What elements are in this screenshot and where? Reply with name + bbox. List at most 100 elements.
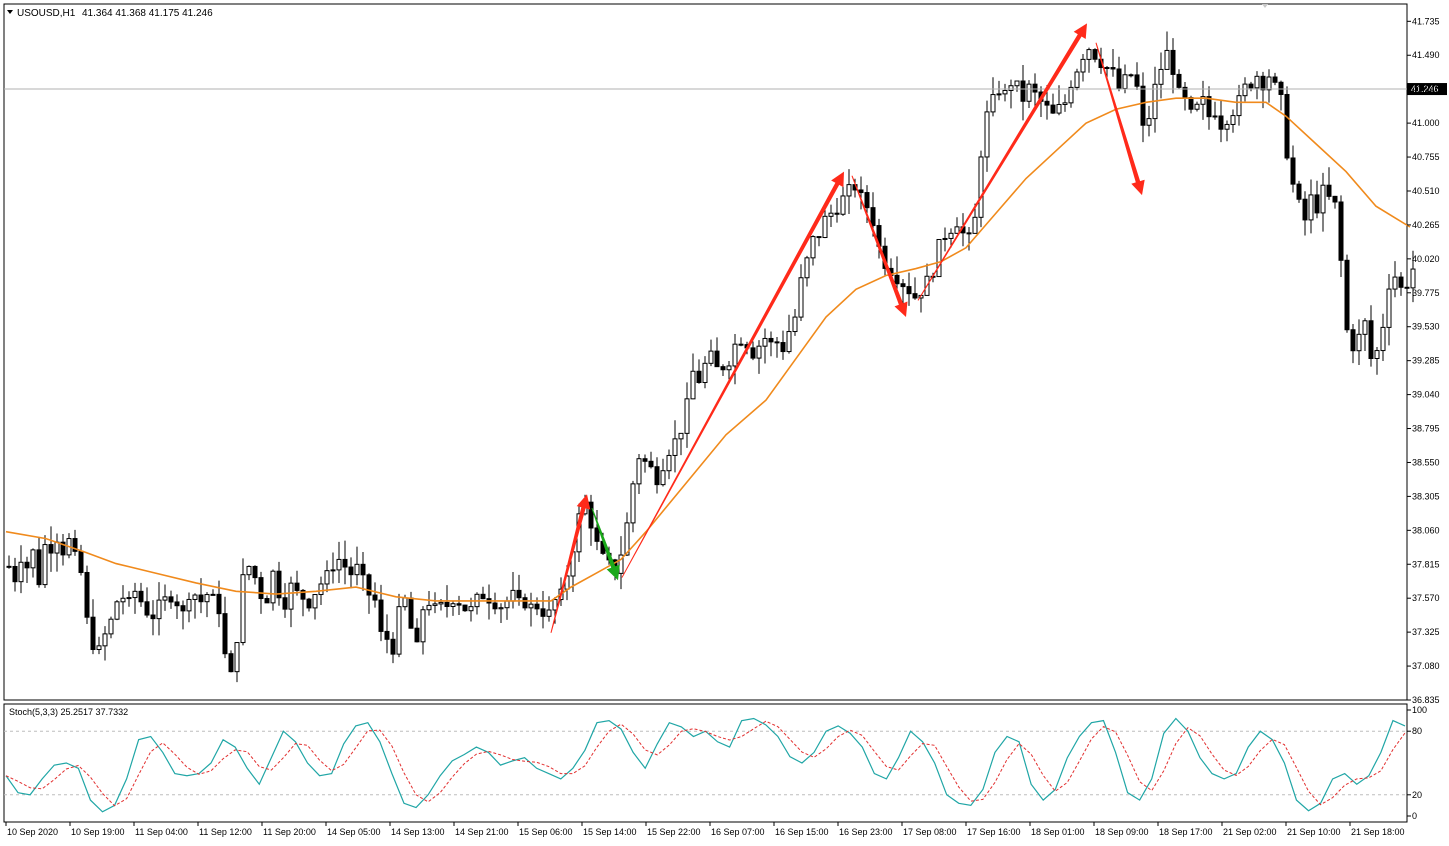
candle-body [1146, 118, 1152, 126]
candle-body [30, 549, 36, 569]
current-price-badge [1407, 83, 1447, 96]
dropdown-triangle-icon[interactable] [7, 10, 13, 14]
candle-body [858, 189, 864, 194]
candle-body [1290, 157, 1296, 185]
candle-body [1242, 83, 1248, 97]
candle-body [1026, 83, 1032, 102]
candle-body [762, 337, 768, 347]
price-tick-label: 41.490 [1412, 50, 1440, 60]
candle-body [1266, 76, 1272, 91]
candle-body [1068, 86, 1074, 104]
price-tick-label: 38.550 [1412, 457, 1440, 467]
candle-body [1302, 198, 1308, 221]
candle-body [210, 593, 216, 596]
candle-body [1368, 320, 1374, 359]
current-price-label: 41.246 [1411, 84, 1439, 94]
candle-body [1050, 104, 1056, 114]
candle-body [468, 606, 474, 612]
candle-body [1032, 83, 1038, 93]
time-tick-label: 14 Sep 05:00 [327, 827, 381, 837]
candle-body [636, 458, 642, 485]
candle-body [1284, 93, 1290, 159]
candle-body [114, 601, 120, 620]
candle-body [1062, 102, 1068, 105]
price-tick-label: 40.755 [1412, 152, 1440, 162]
stochastic-signal-line [5, 720, 1406, 807]
candle-body [330, 569, 336, 572]
candle-body [384, 630, 390, 640]
candle-body [432, 603, 438, 606]
candle-body [252, 565, 258, 579]
candle-body [348, 566, 354, 576]
candle-body [186, 598, 192, 612]
candle-body [690, 370, 696, 400]
stochastic-series [4, 717, 1407, 813]
candle-body [1224, 123, 1230, 130]
stochastic-tick-label: 80 [1412, 726, 1422, 736]
candle-body [978, 156, 984, 218]
candle-body [828, 212, 834, 217]
price-tick-label: 37.080 [1412, 661, 1440, 671]
candle-body [702, 362, 708, 384]
candle-body [522, 597, 528, 609]
candle-body [540, 608, 546, 617]
candle-body [1086, 49, 1092, 60]
candle-body [1320, 184, 1326, 214]
candle-body [966, 232, 972, 235]
candle-body [1326, 184, 1332, 197]
candle-body [120, 597, 126, 603]
candle-body [480, 593, 486, 600]
candle-body [1248, 83, 1254, 89]
candle-body [684, 398, 690, 434]
stochastic-tick-label: 20 [1412, 790, 1422, 800]
candle-body [282, 597, 288, 610]
shift-marker-icon[interactable] [1262, 4, 1268, 8]
candle-body [1314, 194, 1320, 214]
red-trend-arrow [550, 494, 591, 633]
candle-body [864, 192, 870, 209]
candle-body [936, 238, 942, 278]
candle-body [1122, 74, 1128, 89]
candle-body [846, 184, 852, 197]
candle-body [810, 236, 816, 259]
candle-body [738, 343, 744, 346]
candle-body [822, 215, 828, 239]
candle-body [672, 438, 678, 456]
candle-body [1338, 201, 1344, 261]
time-tick-label: 16 Sep 23:00 [839, 827, 893, 837]
candle-body [138, 590, 144, 603]
candle-body [1260, 75, 1266, 91]
candle-body [402, 597, 408, 608]
candle-body [48, 544, 54, 554]
candle-body [6, 565, 12, 568]
candle-body [750, 347, 756, 359]
stochastic-frame [3, 703, 1408, 823]
time-tick-label: 17 Sep 08:00 [903, 827, 957, 837]
candle-body [492, 602, 498, 610]
time-tick-label: 14 Sep 21:00 [455, 827, 509, 837]
candle-body [264, 598, 270, 604]
candle-body [1158, 68, 1164, 85]
time-tick-label: 11 Sep 12:00 [199, 827, 252, 837]
candle-body [1176, 73, 1182, 88]
candle-body [228, 653, 234, 673]
trend-arrows [550, 23, 1145, 633]
candle-body [792, 316, 798, 333]
time-tick-label: 15 Sep 14:00 [583, 827, 637, 837]
candle-body [726, 365, 732, 371]
candle-body [288, 582, 294, 610]
candle-body [318, 583, 324, 596]
candle-body [102, 633, 108, 647]
candle-body [342, 558, 348, 568]
candle-body [780, 342, 786, 353]
candle-body [246, 565, 252, 576]
price-tick-label: 40.265 [1412, 220, 1440, 230]
candle-body [336, 558, 342, 571]
candle-body [1356, 333, 1362, 352]
candle-body [444, 601, 450, 607]
candle-body [132, 590, 138, 599]
candle-body [1272, 76, 1278, 83]
candle-body [912, 293, 918, 299]
chart-header-symbol: USOUSD,H1 [17, 8, 76, 19]
